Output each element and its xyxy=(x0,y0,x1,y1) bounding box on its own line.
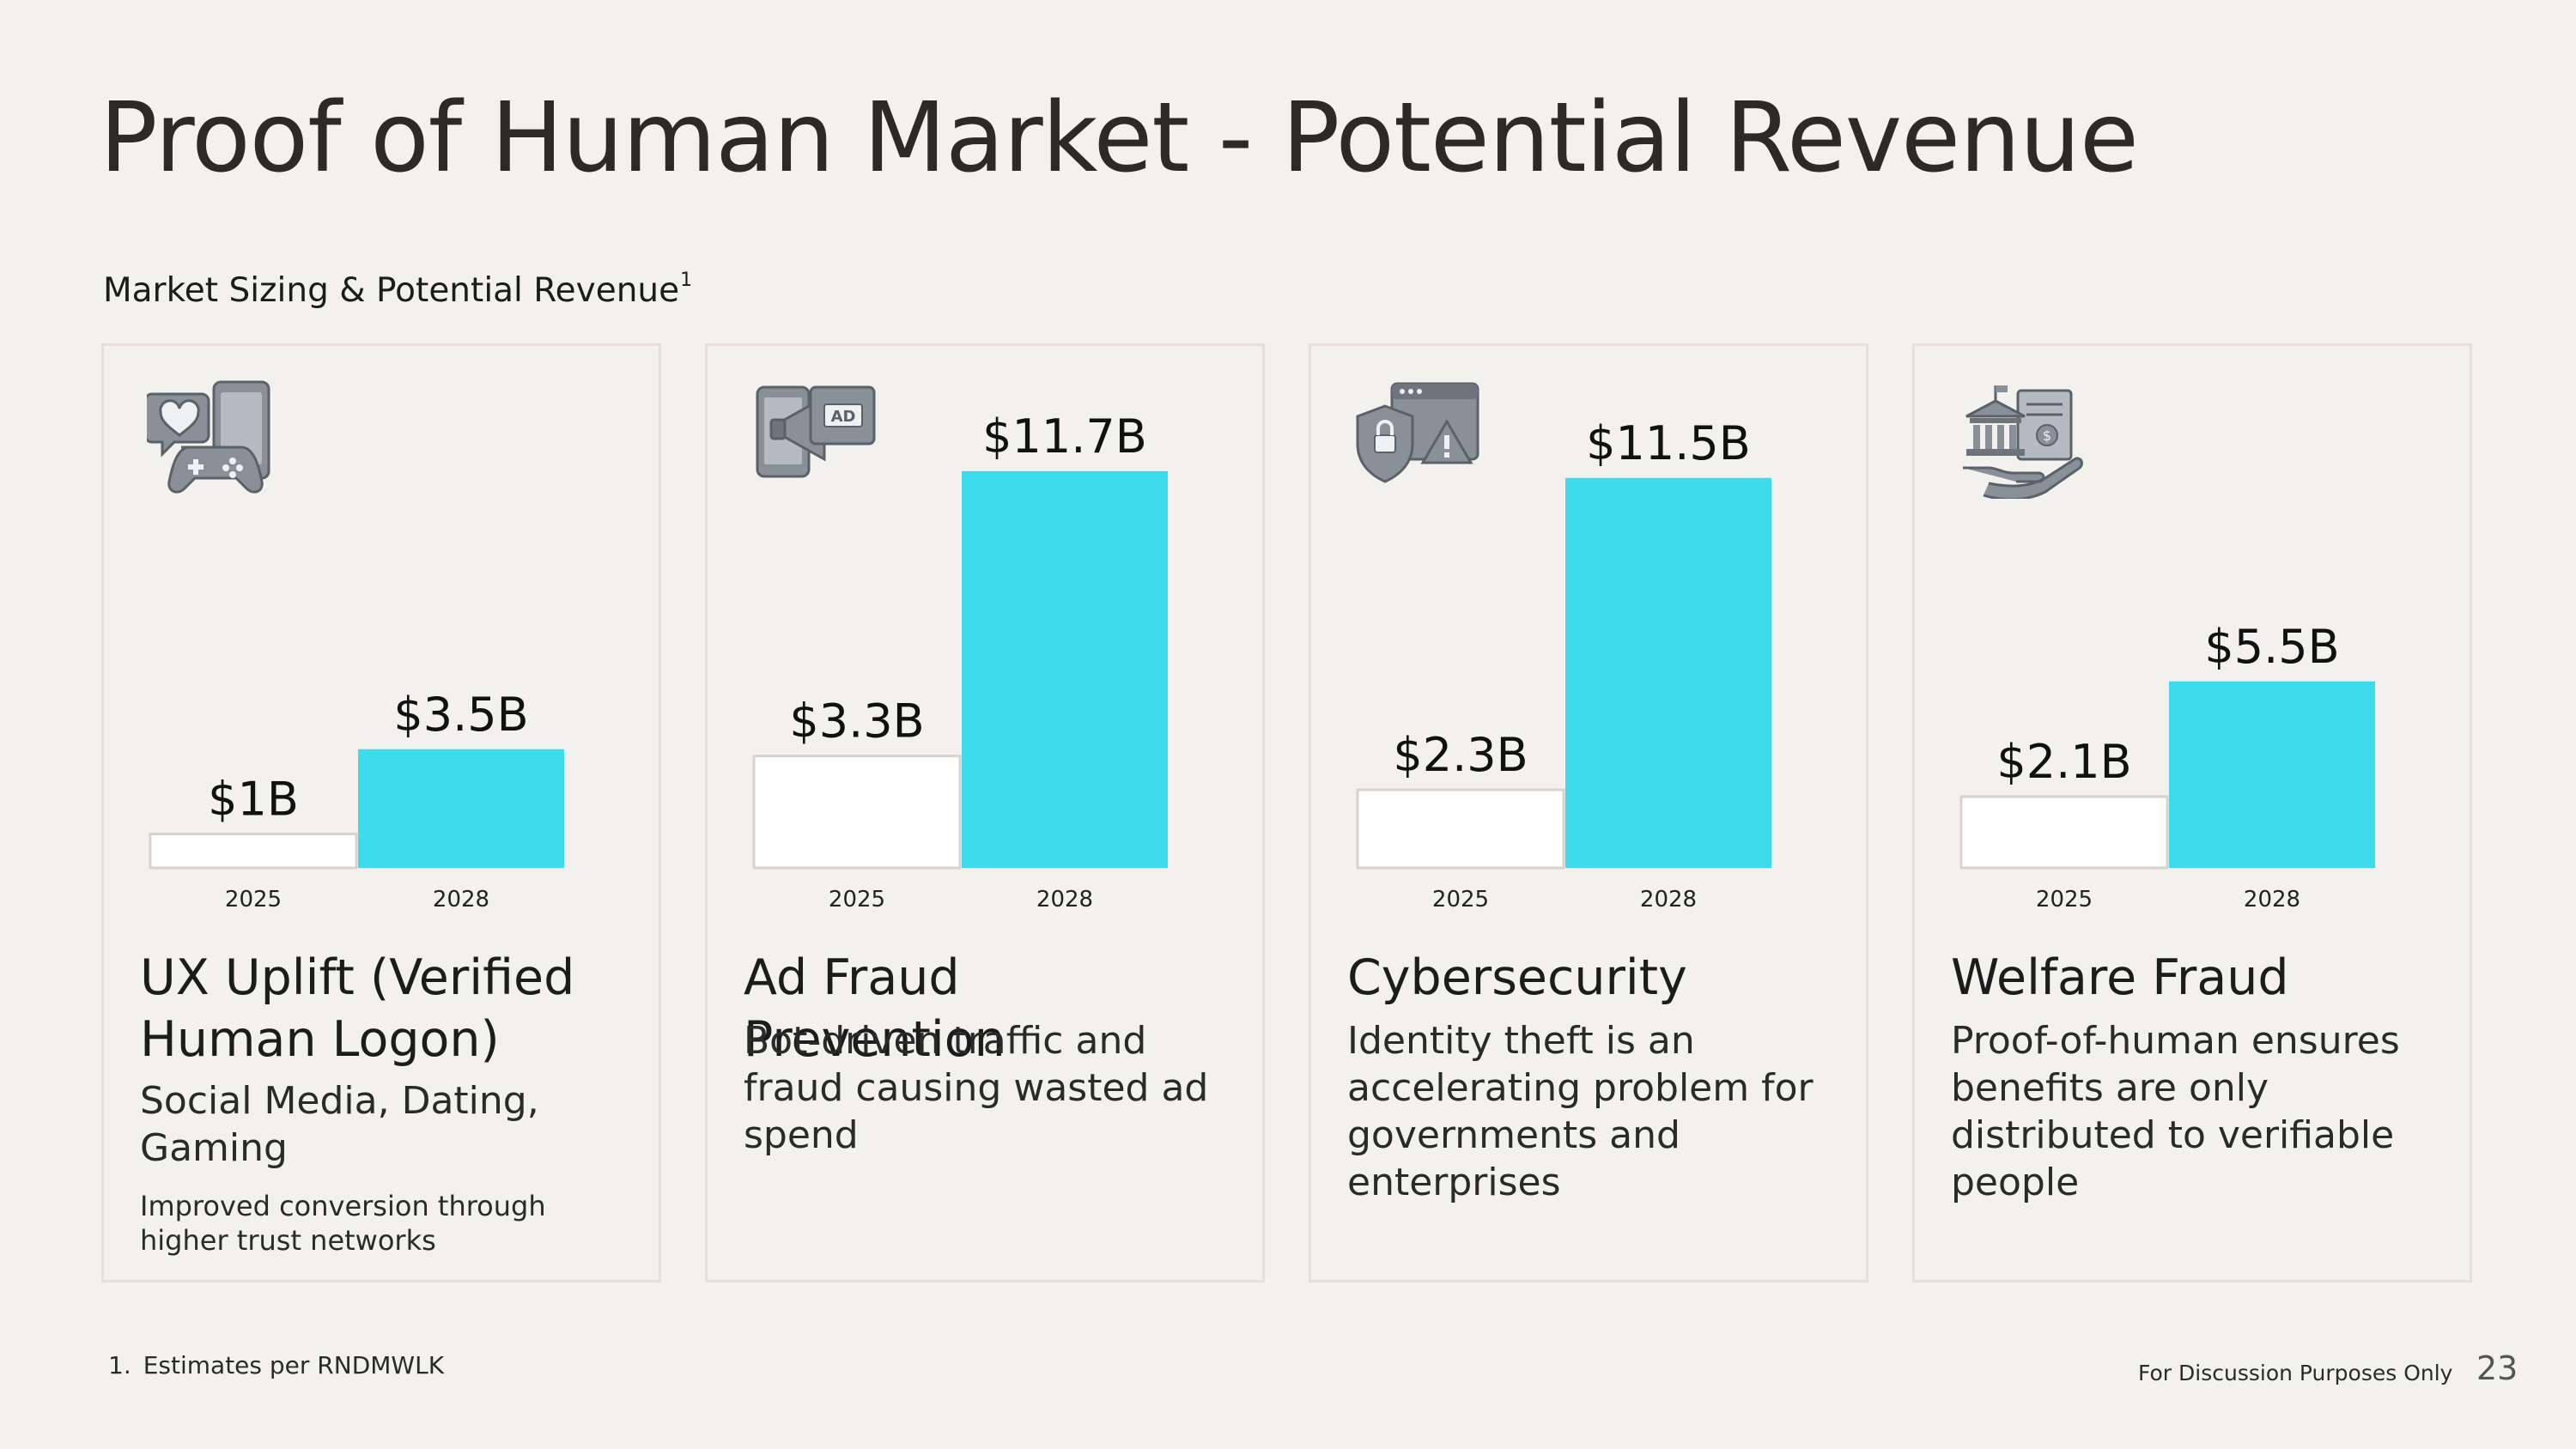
category-label-2028: 2028 xyxy=(433,887,489,912)
bar-chart-cybersecurity: $2.3B 2025 $11.5B 2028 xyxy=(1311,346,1871,930)
card-title: Welfare Fraud xyxy=(1951,947,2440,1009)
value-label-2025: $2.3B xyxy=(1393,728,1528,782)
bar-2028 xyxy=(962,471,1168,868)
market-card-ad-fraud: AD $3.3B 2025 $11.7B 2028 Ad Fraud Preventi… xyxy=(705,343,1265,1282)
card-subtitle: Identity theft is an accelerating proble… xyxy=(1347,1017,1837,1206)
card-note: Improved conversion through higher trust… xyxy=(140,1189,629,1258)
bar-chart-ad-fraud: $3.3B 2025 $11.7B 2028 xyxy=(708,346,1267,930)
bar-2028 xyxy=(358,749,564,868)
value-label-2025: $3.3B xyxy=(789,694,924,749)
category-label-2028: 2028 xyxy=(2244,887,2300,912)
bar-2025 xyxy=(754,756,960,868)
value-label-2028: $3.5B xyxy=(393,688,528,742)
category-label-2028: 2028 xyxy=(1036,887,1093,912)
market-card-cybersecurity: $2.3B 2025 $11.5B 2028 Cybersecurity Identi… xyxy=(1309,343,1868,1282)
card-title: UX Uplift (Verified Human Logon) xyxy=(140,947,629,1070)
bar-2028 xyxy=(1565,478,1771,868)
value-label-2025: $1B xyxy=(208,773,299,827)
card-subtitle: Bot-driven traffic and fraud causing was… xyxy=(744,1017,1233,1159)
value-label-2028: $11.5B xyxy=(1586,416,1751,470)
bar-chart-ux-uplift: $1B 2025 $3.5B 2028 xyxy=(104,346,664,930)
value-label-2025: $2.1B xyxy=(1996,735,2131,789)
bar-2028 xyxy=(2169,682,2375,868)
bar-2025 xyxy=(1358,790,1564,868)
category-label-2025: 2025 xyxy=(1432,887,1489,912)
footnote-marker: 1 xyxy=(680,270,692,291)
value-label-2028: $5.5B xyxy=(2204,620,2339,674)
card-title: Cybersecurity xyxy=(1347,947,1837,1009)
category-label-2028: 2028 xyxy=(1640,887,1697,912)
card-subtitle: Social Media, Dating, Gaming xyxy=(140,1077,629,1172)
footnote: 1. Estimates per RNDMWLK xyxy=(108,1351,444,1379)
disclaimer: For Discussion Purposes Only xyxy=(2138,1361,2452,1385)
bar-2025 xyxy=(1961,797,2167,868)
bar-chart-welfare-fraud: $2.1B 2025 $5.5B 2028 xyxy=(1915,346,2475,930)
footnote-text: Estimates per RNDMWLK xyxy=(143,1351,444,1379)
market-card-ux-uplift: $1B 2025 $3.5B 2028 UX Uplift (Verified Hum… xyxy=(101,343,661,1282)
category-label-2025: 2025 xyxy=(225,887,282,912)
category-label-2025: 2025 xyxy=(2036,887,2093,912)
page-title: Proof of Human Market - Potential Revenu… xyxy=(100,82,2138,194)
subtitle-text: Market Sizing & Potential Revenue xyxy=(103,271,679,310)
market-card-welfare-fraud: $ $2.1B 2025 $5.5B 2028 Welfare Fraud Proof… xyxy=(1912,343,2472,1282)
category-label-2025: 2025 xyxy=(829,887,885,912)
page-number: 23 xyxy=(2476,1349,2518,1387)
value-label-2028: $11.7B xyxy=(982,409,1147,464)
card-subtitle: Proof-of-human ensures benefits are only… xyxy=(1951,1017,2440,1206)
section-subtitle: Market Sizing & Potential Revenue1 xyxy=(103,270,692,310)
bar-2025 xyxy=(150,834,356,869)
footnote-number: 1. xyxy=(108,1351,131,1379)
